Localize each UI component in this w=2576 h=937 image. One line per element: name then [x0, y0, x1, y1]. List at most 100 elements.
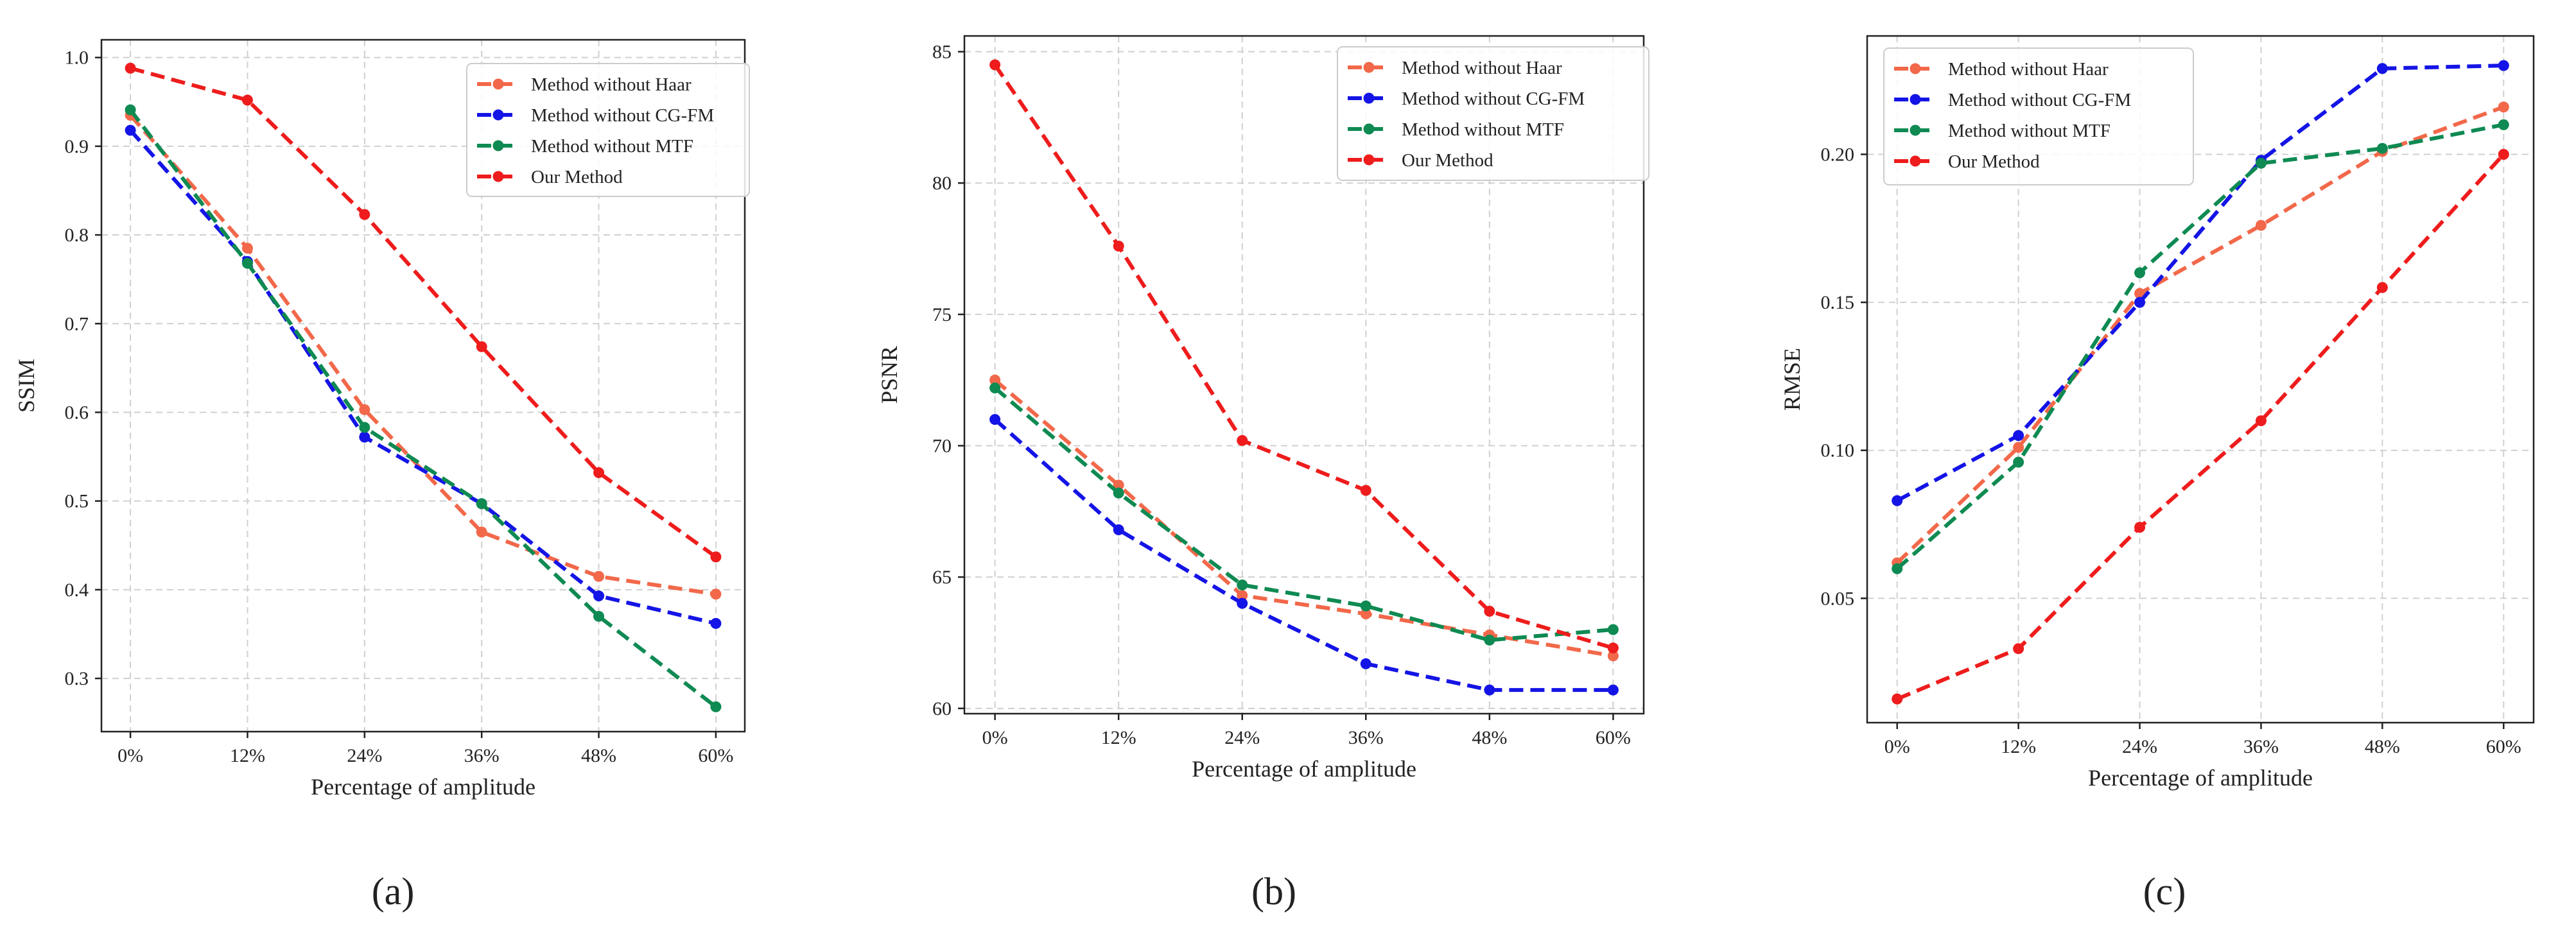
x-tick-label: 60% [2486, 736, 2521, 757]
data-point-ours [2013, 643, 2024, 655]
series-line-ours [993, 64, 1614, 650]
data-point-haar [2013, 442, 2024, 453]
legend-label-ours: Our Method [1402, 150, 1493, 171]
y-tick-label: 0.9 [65, 136, 89, 157]
data-point-cgfm [1237, 597, 1248, 609]
series-line-haar [128, 114, 717, 596]
data-point-haar [593, 571, 605, 582]
legend-box [1337, 46, 1649, 181]
x-tick-label: 24% [347, 745, 382, 766]
legend-marker-haar [1363, 62, 1375, 73]
y-tick-label: 0.15 [1821, 292, 1855, 313]
legend-marker-ours [1363, 154, 1375, 166]
data-point-ours [359, 209, 370, 220]
y-tick-label: 80 [932, 173, 952, 194]
legend-marker-mtf [1910, 125, 1921, 136]
data-point-cgfm [1607, 684, 1619, 696]
x-tick-label: 12% [1101, 727, 1136, 748]
data-point-haar [476, 526, 487, 538]
data-point-ours [476, 341, 487, 352]
plot-frame [963, 35, 1645, 715]
y-tick-label: 0.10 [1821, 440, 1855, 461]
data-point-mtf [125, 104, 136, 116]
legend-label-haar: Method without Haar [1948, 59, 2109, 80]
data-point-ours [1360, 485, 1371, 496]
y-axis-label: PSNR [876, 346, 902, 404]
data-point-cgfm [359, 431, 370, 443]
data-point-mtf [476, 498, 487, 510]
data-point-cgfm [1360, 658, 1371, 669]
series-line-mtf [993, 386, 1614, 642]
series-line-mtf [1895, 123, 2504, 571]
legend-marker-cgfm [492, 109, 504, 121]
x-tick-label: 0% [117, 745, 143, 766]
legend-label-cgfm: Method without CG-FM [1948, 90, 2131, 110]
y-tick-label: 0.4 [65, 580, 89, 601]
legend: Method without Haar Method without CG-FM M… [1337, 46, 1649, 181]
legend-label-mtf: Method without MTF [1402, 119, 1564, 140]
series-line-haar [993, 378, 1614, 658]
data-point-mtf [1484, 634, 1495, 646]
data-point-haar [359, 404, 370, 415]
chart-panel-a: 0% 12% 24% 36% 48% 60% 0.3 0.4 0.5 0.6 0.7 0.8 0.9 1.… [13, 39, 750, 913]
data-point-mtf [1113, 487, 1124, 499]
legend-label-cgfm: Method without CG-FM [531, 105, 714, 126]
y-tick-label: 0.7 [65, 313, 89, 334]
y-tick-label: 0.6 [65, 402, 89, 423]
data-point-haar [2255, 219, 2267, 231]
data-point-cgfm [989, 414, 1001, 426]
x-tick-label: 48% [1472, 727, 1507, 748]
y-tick-label: 0.3 [65, 668, 89, 689]
series-line-ours [1896, 153, 2505, 701]
data-point-ours [1237, 434, 1248, 446]
data-point-ours [1892, 693, 1903, 705]
data-point-cgfm [2498, 60, 2509, 71]
data-point-cgfm [2013, 430, 2024, 442]
legend-box [1883, 47, 2194, 185]
data-point-cgfm [1113, 524, 1124, 535]
data-point-ours [1113, 240, 1124, 252]
legend: Method without Haar Method without CG-FM M… [1883, 47, 2194, 185]
x-axis-label: Percentage of amplitude [1192, 756, 1416, 782]
legend-label-ours: Our Method [531, 167, 623, 187]
y-tick-label: 0.05 [1821, 588, 1855, 609]
data-point-cgfm [710, 617, 722, 629]
legend-marker-ours [492, 171, 504, 182]
data-point-haar [241, 243, 253, 254]
data-point-mtf [2498, 119, 2509, 130]
series-line-cgfm [1896, 64, 2504, 503]
data-point-ours [989, 59, 1001, 71]
x-axis-label: Percentage of amplitude [2088, 765, 2313, 791]
x-tick-label: 48% [2365, 736, 2400, 757]
data-point-haar [710, 589, 722, 600]
data-point-cgfm [2134, 297, 2146, 308]
y-tick-label: 75 [932, 304, 952, 325]
data-point-ours [241, 94, 253, 106]
legend-label-mtf: Method without MTF [531, 136, 693, 157]
y-axis-label: SSIM [13, 359, 39, 413]
legend-marker-mtf [1363, 123, 1375, 135]
data-point-mtf [710, 701, 722, 712]
data-point-mtf [2255, 157, 2267, 169]
x-tick-label: 0% [982, 727, 1008, 748]
data-point-cgfm [1892, 495, 1903, 506]
data-point-mtf [989, 382, 1001, 393]
y-tick-label: 1.0 [65, 47, 89, 69]
data-point-mtf [1237, 579, 1248, 590]
y-tick-label: 0.20 [1821, 144, 1855, 165]
data-point-mtf [2013, 456, 2024, 468]
legend-marker-haar [492, 78, 504, 90]
panel-label: (b) [1251, 870, 1296, 913]
data-point-mtf [359, 422, 370, 433]
data-point-ours [2376, 282, 2388, 293]
x-tick-label: 36% [1348, 727, 1384, 748]
legend-marker-ours [1910, 155, 1921, 167]
data-point-mtf [2134, 267, 2146, 279]
legend-box [466, 63, 750, 197]
data-point-cgfm [2376, 63, 2388, 74]
y-tick-label: 0.8 [65, 225, 89, 246]
x-tick-label: 12% [2001, 736, 2036, 757]
data-point-ours [710, 551, 722, 563]
data-point-cgfm [1484, 684, 1495, 696]
